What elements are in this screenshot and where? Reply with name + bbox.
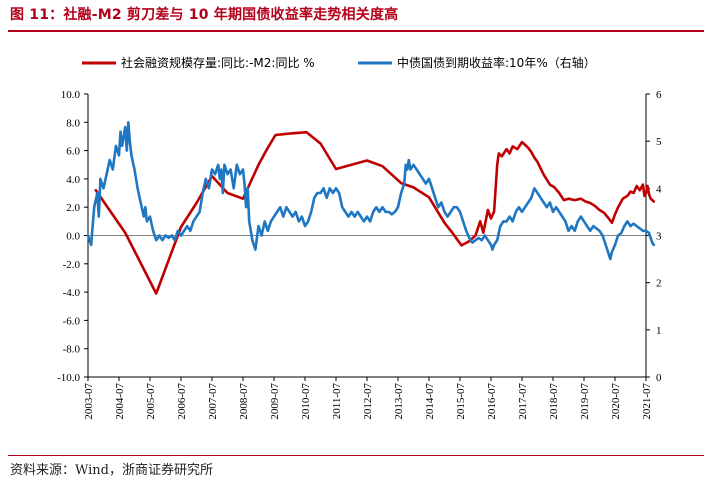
x-tick-label: 2006-07: [176, 383, 188, 420]
x-tick-label: 2016-07: [486, 383, 498, 420]
title-rule: [8, 30, 704, 32]
x-tick-label: 2014-07: [424, 383, 436, 420]
y-left-tick-label: 4.0: [66, 174, 80, 186]
y-right-tick-label: 3: [656, 231, 662, 243]
y-right-tick-label: 6: [656, 89, 662, 101]
x-tick-label: 2017-07: [517, 383, 529, 420]
y-left-tick-label: 2.0: [66, 202, 80, 214]
x-tick-label: 2005-07: [145, 383, 157, 420]
axes: 10.0 8.0 6.0 4.0 2.0 0.0 -2.0 -4.0 -6.0 -8.0 -10.0…: [57, 89, 662, 420]
x-tick-label: 2010-07: [300, 383, 312, 420]
source-note: 资料来源：Wind，浙商证券研究所: [10, 463, 213, 478]
series-line-1: [94, 130, 656, 295]
x-tick-label: 2008-07: [238, 383, 250, 420]
legend-label-series-1: 社会融资规模存量:同比:-M2:同比 %: [121, 55, 315, 70]
x-tick-label: 2004-07: [114, 383, 126, 420]
x-tick-label: 2013-07: [393, 383, 405, 420]
y-left-tick-label: -2.0: [63, 259, 81, 271]
y-left-tick-label: 8.0: [66, 117, 80, 129]
y-left-tick-label: -10.0: [57, 372, 80, 384]
x-tick-label: 2011-07: [331, 383, 343, 420]
y-left-tick-label: -8.0: [63, 344, 81, 356]
y-right-tick-label: 1: [656, 325, 662, 337]
x-tick-label: 2015-07: [455, 383, 467, 420]
y-right-tick-label: 0: [656, 372, 662, 384]
y-left-tick-label: 10.0: [61, 89, 81, 101]
legend-label-series-2: 中债国债到期收益率:10年%（右轴）: [397, 55, 596, 70]
footer-rule: [8, 455, 704, 456]
x-tick-label: 2003-07: [83, 383, 95, 420]
y-left-tick-label: -4.0: [63, 287, 81, 299]
series-line-2: [86, 121, 656, 261]
x-tick-label: 2009-07: [269, 383, 281, 420]
x-tick-label: 2019-07: [579, 383, 591, 420]
x-tick-label: 2020-07: [610, 383, 622, 420]
x-tick-label: 2018-07: [548, 383, 560, 420]
legend: 社会融资规模存量:同比:-M2:同比 % 中债国债到期收益率:10年%（右轴）: [82, 55, 596, 70]
x-tick-label: 2021-07: [641, 383, 653, 420]
x-tick-label: 2012-07: [362, 383, 374, 420]
plot-area: [86, 121, 656, 295]
x-tick-label: 2007-07: [207, 383, 219, 420]
chart-title: 图 11：社融-M2 剪刀差与 10 年期国债收益率走势相关度高: [10, 7, 399, 23]
y-right-tick-label: 2: [656, 278, 662, 290]
y-left-tick-label: -6.0: [63, 315, 81, 327]
y-right-tick-label: 5: [656, 136, 662, 148]
y-left-tick-label: 6.0: [66, 146, 80, 158]
y-left-tick-label: 0.0: [66, 231, 80, 243]
y-right-tick-label: 4: [656, 183, 662, 195]
